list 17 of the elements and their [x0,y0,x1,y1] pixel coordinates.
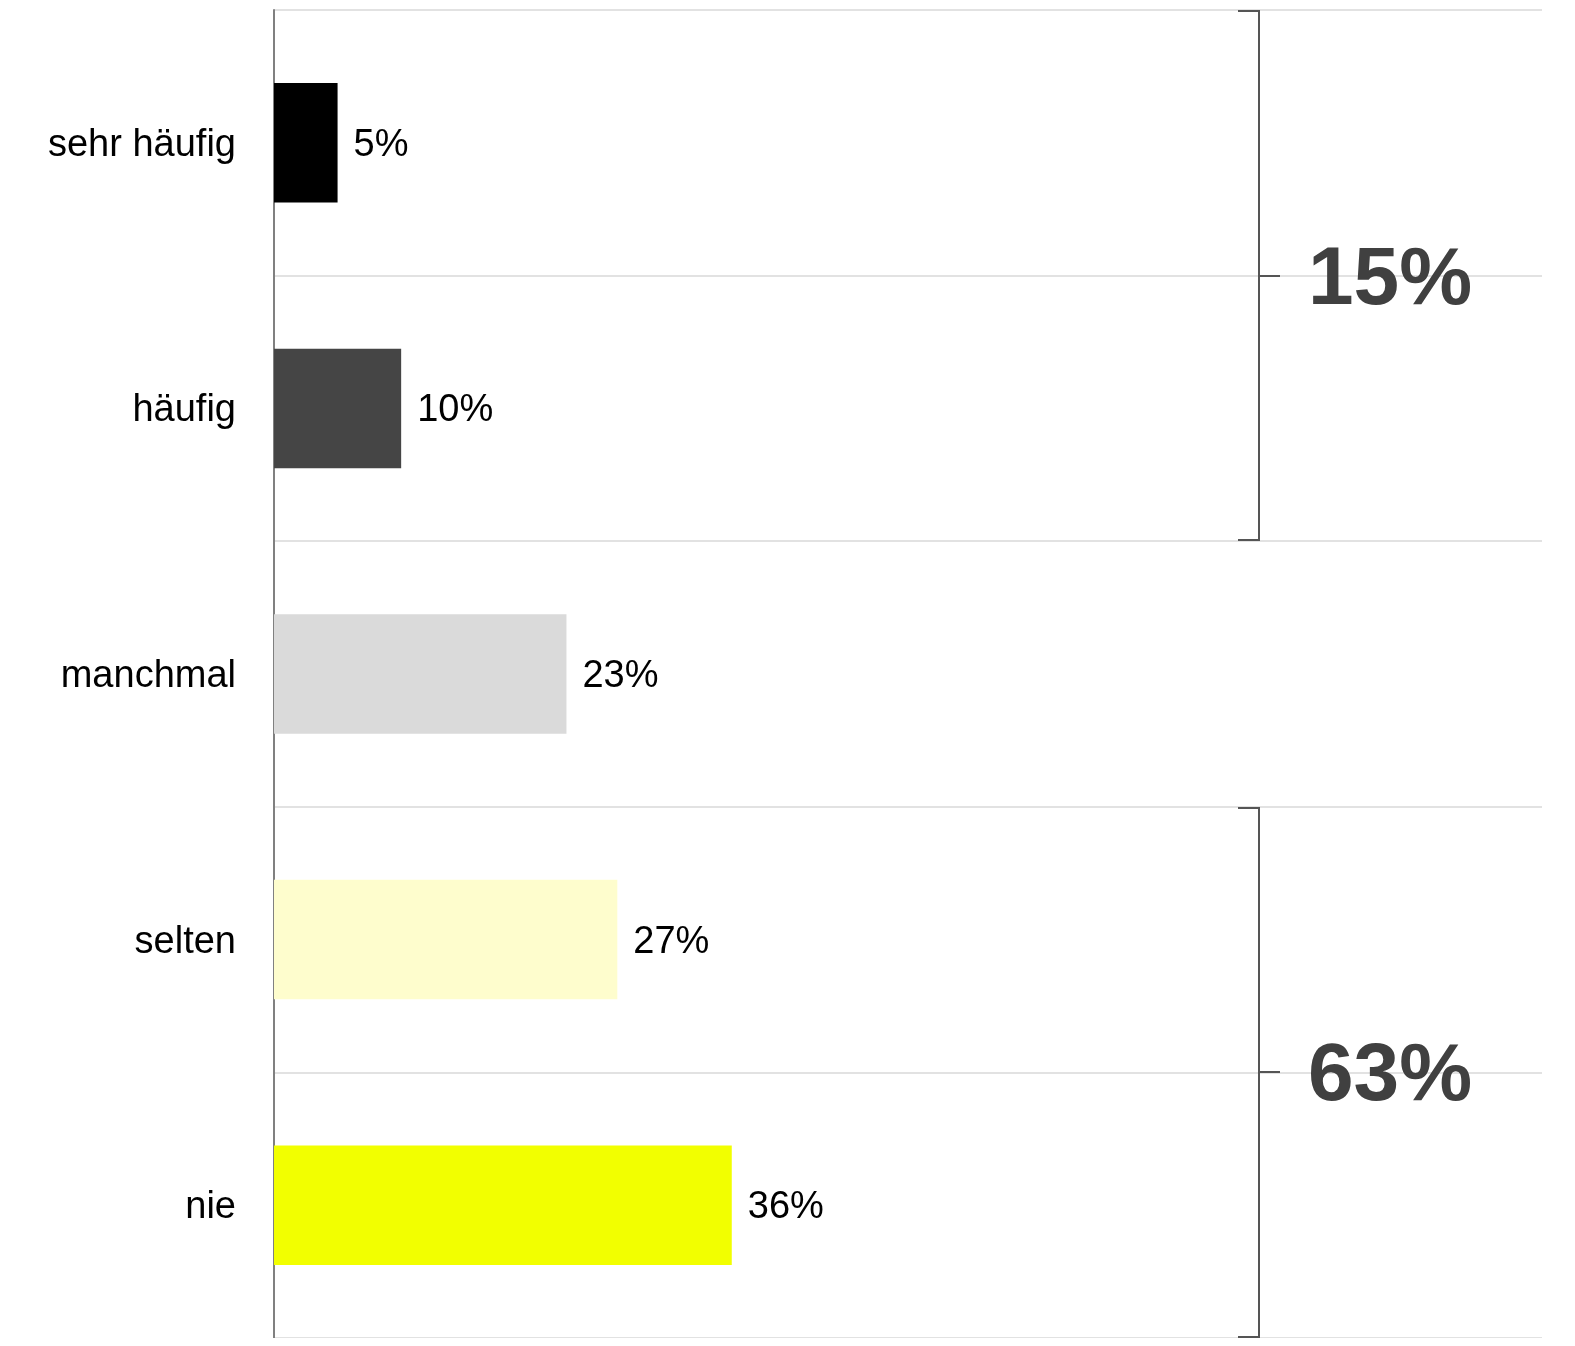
bar [274,348,402,469]
data-label: 5% [353,121,409,164]
y-tick-label: selten [134,918,236,961]
text: 15% [1308,228,1473,323]
data-label: 23% [582,653,659,695]
y-tick-label: nie [185,1184,236,1227]
y-tick-label: häufig [132,387,236,430]
y-tick-label: sehr häufig [47,121,236,164]
data-label: 27% [633,918,710,961]
data-label: 36% [747,1184,824,1227]
text: 63% [1308,1025,1473,1120]
bar [274,879,618,1000]
data-label: 10% [417,387,494,430]
bar [274,614,567,734]
y-tick-label: manchmal [60,653,236,695]
bar [274,83,338,203]
bar [274,1145,732,1265]
